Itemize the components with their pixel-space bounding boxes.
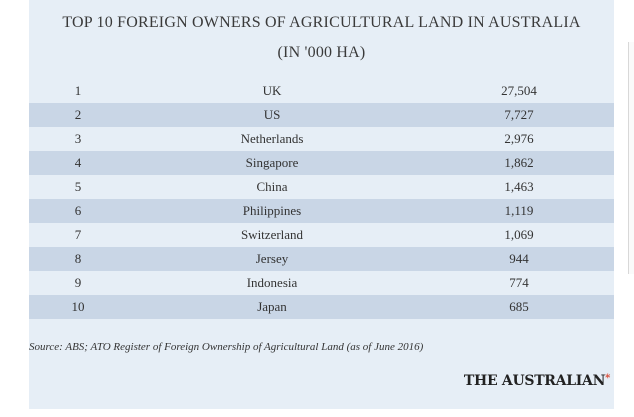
source-note: Source: ABS; ATO Register of Foreign Own… <box>29 341 424 353</box>
country-cell: Switzerland <box>240 227 304 242</box>
country-cell: UK <box>262 83 282 98</box>
brand-name: THE AUSTRALIAN <box>463 373 606 389</box>
the-australian-logo[interactable]: THE AUSTRALIAN* <box>464 373 610 389</box>
table-row: 4 Singapore 1,862 <box>29 151 614 175</box>
table-row: 8 Jersey 944 <box>29 247 614 271</box>
table-row: 10 Japan 685 <box>29 295 614 319</box>
country-cell: US <box>263 107 281 122</box>
rank-cell: 8 <box>74 251 82 266</box>
rank-cell: 10 <box>71 299 85 314</box>
rank-cell: 4 <box>74 155 82 170</box>
country-cell: Jersey <box>255 251 289 266</box>
table-row: 9 Indonesia 774 <box>29 271 614 295</box>
value-cell: 27,504 <box>501 83 537 98</box>
value-cell: 1,463 <box>504 179 534 194</box>
scrollbar[interactable] <box>628 42 634 274</box>
table-row: 6 Philippines 1,119 <box>29 199 614 223</box>
value-cell: 1,119 <box>504 203 534 218</box>
value-cell: 2,976 <box>504 131 534 146</box>
rank-cell: 2 <box>74 107 82 122</box>
value-cell: 7,727 <box>504 107 534 122</box>
rank-cell: 9 <box>74 275 82 290</box>
country-cell: Singapore <box>245 155 299 170</box>
rank-cell: 5 <box>74 179 82 194</box>
country-cell: Japan <box>257 299 287 314</box>
table-row: 7 Switzerland 1,069 <box>29 223 614 247</box>
table-row: 5 China 1,463 <box>29 175 614 199</box>
table-subtitle: (IN '000 HA) <box>277 44 366 61</box>
table-row: 1 UK 27,504 <box>29 79 614 103</box>
value-cell: 1,069 <box>504 227 534 242</box>
country-cell: China <box>256 179 288 194</box>
table-row: 2 US 7,727 <box>29 103 614 127</box>
value-cell: 685 <box>509 299 529 314</box>
rank-cell: 7 <box>74 227 82 242</box>
ranking-table: 1 UK 27,504 2 US 7,727 3 Netherlands 2,9… <box>29 79 614 319</box>
value-cell: 944 <box>509 251 529 266</box>
rank-cell: 3 <box>74 131 82 146</box>
rank-cell: 6 <box>74 203 82 218</box>
country-cell: Philippines <box>242 203 302 218</box>
star-icon: * <box>605 373 610 384</box>
rank-cell: 1 <box>74 83 82 98</box>
table-panel: TOP 10 FOREIGN OWNERS OF AGRICULTURAL LA… <box>29 0 614 409</box>
table-title: TOP 10 FOREIGN OWNERS OF AGRICULTURAL LA… <box>62 14 581 31</box>
value-cell: 774 <box>509 275 529 290</box>
country-cell: Netherlands <box>240 131 304 146</box>
table-row: 3 Netherlands 2,976 <box>29 127 614 151</box>
value-cell: 1,862 <box>504 155 534 170</box>
country-cell: Indonesia <box>246 275 298 290</box>
